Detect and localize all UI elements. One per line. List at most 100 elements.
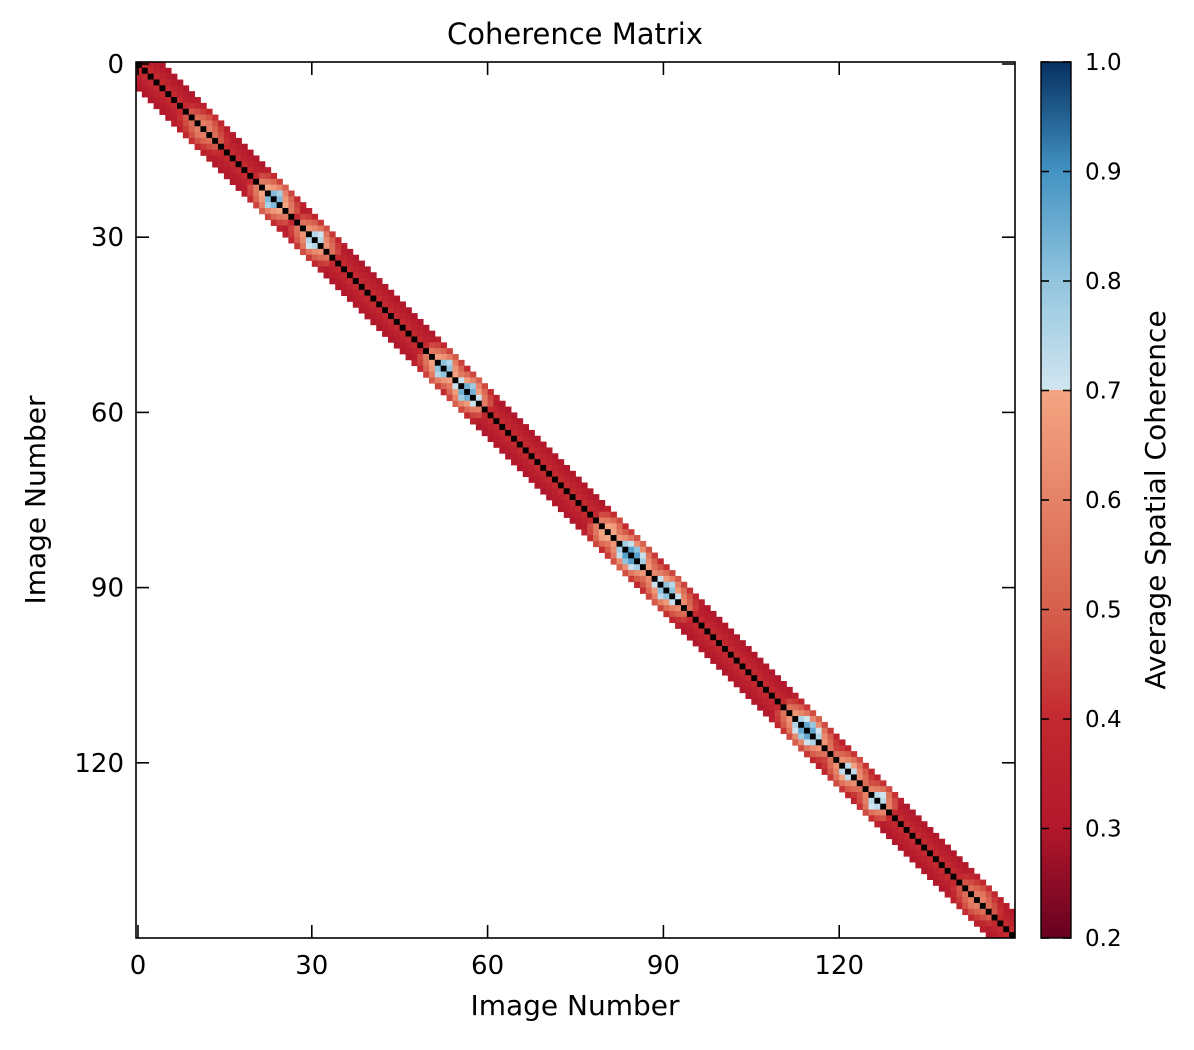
heatmap-cell [950, 885, 957, 892]
heatmap-cell [686, 593, 694, 600]
heatmap-cell [804, 739, 811, 746]
heatmap-cell [376, 313, 383, 320]
heatmap-cell [833, 780, 840, 787]
heatmap-cell [956, 856, 963, 863]
heatmap-cell [745, 651, 752, 659]
heatmap-cell [241, 184, 248, 191]
heatmap-diagonal-cell [698, 622, 705, 629]
heatmap-cell [475, 377, 483, 384]
heatmap-cell [903, 838, 910, 845]
heatmap-cell [710, 610, 717, 618]
heatmap-cell [429, 330, 436, 337]
heatmap-diagonal-cell [136, 62, 143, 69]
heatmap-cell [429, 371, 436, 378]
heatmap-cell [341, 272, 348, 279]
heatmap-cell [768, 710, 776, 717]
heatmap-cell [294, 208, 301, 215]
heatmap-cell [305, 237, 313, 244]
heatmap-cell [745, 681, 752, 688]
heatmap-cell [493, 400, 500, 407]
heatmap-cell [393, 307, 401, 314]
heatmap-cell [886, 827, 893, 834]
heatmap-cell [399, 318, 406, 326]
heatmap-cell [370, 318, 377, 326]
heatmap-cell [475, 412, 483, 419]
heatmap-cell [399, 342, 406, 349]
heatmap-cell [487, 435, 494, 442]
colorbar-tick-label: 0.3 [1085, 817, 1122, 843]
heatmap-cell [241, 155, 248, 162]
heatmap-cell [382, 324, 389, 332]
heatmap-cell [622, 570, 629, 577]
heatmap-cell [241, 149, 248, 156]
heatmap-cell [780, 686, 787, 694]
heatmap-cell [733, 634, 740, 641]
heatmap-cell [1003, 920, 1010, 927]
heatmap-diagonal-cell [587, 511, 594, 518]
heatmap-cell [827, 774, 834, 781]
heatmap-cell [188, 132, 195, 139]
colorbar-tick-label: 0.2 [1085, 926, 1122, 952]
colorbar-tick-label: 0.7 [1085, 379, 1122, 405]
heatmap-cell [774, 710, 781, 717]
heatmap-cell [680, 616, 688, 624]
heatmap-cell [798, 727, 805, 734]
heatmap-cell [698, 646, 705, 653]
heatmap-cell [774, 704, 781, 711]
heatmap-cell [563, 500, 571, 507]
heatmap-cell [569, 470, 576, 478]
heatmap-diagonal-cell [323, 248, 330, 256]
heatmap-cell [698, 599, 705, 606]
heatmap-cell [973, 885, 981, 892]
heatmap-cell [921, 850, 928, 857]
heatmap-cell [341, 278, 348, 285]
heatmap-cell [165, 97, 172, 104]
heatmap-cell [341, 243, 348, 250]
heatmap-cell [610, 558, 617, 565]
heatmap-cell [850, 797, 858, 805]
heatmap-cell [610, 552, 617, 559]
heatmap-cell [874, 780, 881, 787]
heatmap-cell [200, 143, 207, 150]
heatmap-cell [827, 733, 834, 740]
heatmap-cell [991, 902, 998, 910]
heatmap-cell [938, 879, 946, 886]
heatmap-cell [270, 219, 278, 226]
heatmap-cell [329, 272, 336, 279]
heatmap-cell [880, 827, 887, 834]
heatmap-cell [950, 856, 957, 863]
heatmap-cell [909, 856, 916, 863]
heatmap-cell [722, 663, 729, 670]
heatmap-cell [305, 219, 313, 226]
heatmap-cell [575, 494, 582, 501]
heatmap-cell [522, 470, 530, 478]
heatmap-cell [780, 710, 787, 717]
heatmap-cell [141, 73, 149, 80]
heatmap-cell [141, 85, 149, 92]
heatmap-cell [212, 143, 219, 150]
heatmap-diagonal-cell [733, 657, 740, 664]
heatmap-cell [833, 733, 840, 740]
heatmap-cell [499, 435, 506, 442]
heatmap-cell [511, 429, 518, 437]
heatmap-cell [206, 120, 213, 127]
heatmap-cell [979, 885, 987, 892]
heatmap-cell [593, 500, 600, 507]
heatmap-cell [505, 435, 512, 442]
heatmap-cell [464, 394, 471, 402]
heatmap-diagonal-cell [979, 902, 987, 910]
heatmap-cell [587, 535, 594, 542]
heatmap-cell [569, 488, 576, 495]
heatmap-cell [768, 686, 776, 694]
heatmap-cell [698, 634, 705, 641]
heatmap-cell [745, 686, 752, 694]
heatmap-cell [886, 821, 893, 828]
heatmap-cell [968, 873, 975, 880]
heatmap-cell [352, 272, 360, 279]
heatmap-cell [839, 768, 846, 775]
heatmap-diagonal-cell [159, 85, 166, 92]
heatmap-cell [434, 383, 442, 390]
heatmap-cell [628, 570, 635, 577]
heatmap-cell [370, 313, 377, 320]
heatmap-cell [540, 447, 547, 454]
